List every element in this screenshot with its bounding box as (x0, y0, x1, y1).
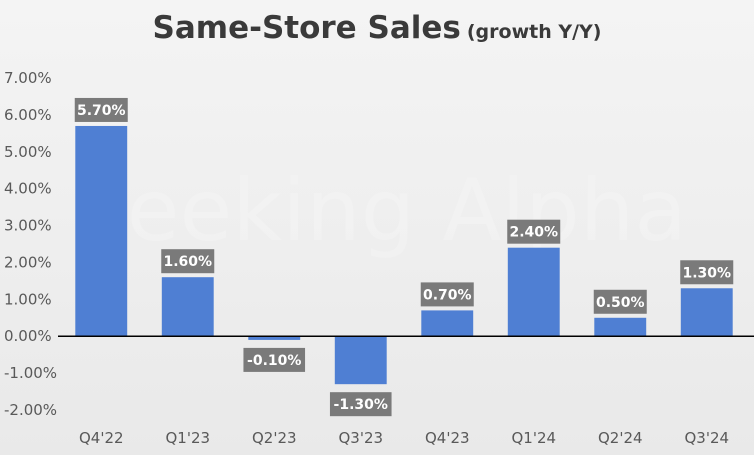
y-tick-label: -1.00% (4, 364, 57, 382)
bar (594, 317, 647, 337)
y-tick-label: 3.00% (4, 217, 52, 235)
y-tick-label: 2.00% (4, 253, 52, 271)
y-tick-label: 0.00% (4, 327, 52, 345)
data-label: 2.40% (507, 219, 561, 244)
bar (680, 288, 733, 337)
x-category-label: Q1'24 (511, 429, 556, 447)
bar (75, 125, 128, 337)
data-label-text: 1.30% (682, 265, 731, 281)
y-tick-label: 6.00% (4, 106, 52, 124)
x-category-label: Q3'23 (338, 429, 383, 447)
data-label-box (420, 282, 474, 307)
x-category-label: Q1'23 (165, 429, 210, 447)
bar (248, 336, 301, 340)
bar (334, 336, 387, 385)
data-label-box (243, 347, 306, 372)
data-label: -1.30% (329, 392, 392, 417)
data-label-text: 1.60% (163, 254, 212, 270)
data-label-box (680, 260, 734, 285)
x-category-label: Q2'23 (252, 429, 297, 447)
y-tick-label: 1.00% (4, 290, 52, 308)
data-label-box (507, 219, 561, 244)
data-label-box (329, 392, 392, 417)
data-label-text: 5.70% (77, 103, 126, 119)
x-category-label: Q4'22 (79, 429, 124, 447)
data-label-box (593, 289, 647, 314)
data-label-text: 0.50% (596, 295, 645, 311)
data-label: 0.50% (593, 289, 647, 314)
y-tick-label: 4.00% (4, 180, 52, 198)
chart-subtitle: (growth Y/Y) (466, 21, 602, 43)
chart-title: Same-Store Sales (growth Y/Y) (0, 10, 754, 46)
data-label: -0.10% (243, 347, 306, 372)
data-label: 5.70% (74, 97, 128, 122)
data-label-box (74, 97, 128, 122)
chart-title-main: Same-Store Sales (152, 10, 461, 46)
x-category-label: Q2'24 (598, 429, 643, 447)
data-label-box (161, 249, 215, 274)
y-tick-label: -2.00% (4, 401, 57, 419)
data-label-text: -1.30% (334, 397, 388, 413)
bar (161, 277, 214, 337)
y-tick-label: 5.00% (4, 143, 52, 161)
x-category-label: Q3'24 (684, 429, 729, 447)
data-label: 0.70% (420, 282, 474, 307)
bar (507, 247, 560, 337)
data-label: 1.60% (161, 249, 215, 274)
data-label-text: 2.40% (509, 225, 558, 241)
data-label: 1.30% (680, 260, 734, 285)
x-category-label: Q4'23 (425, 429, 470, 447)
watermark-text: Seeking Alpha (72, 161, 687, 261)
bar (421, 310, 474, 337)
data-label-text: -0.10% (247, 353, 301, 369)
y-tick-label: 7.00% (4, 69, 52, 87)
data-label-text: 0.70% (423, 287, 472, 303)
